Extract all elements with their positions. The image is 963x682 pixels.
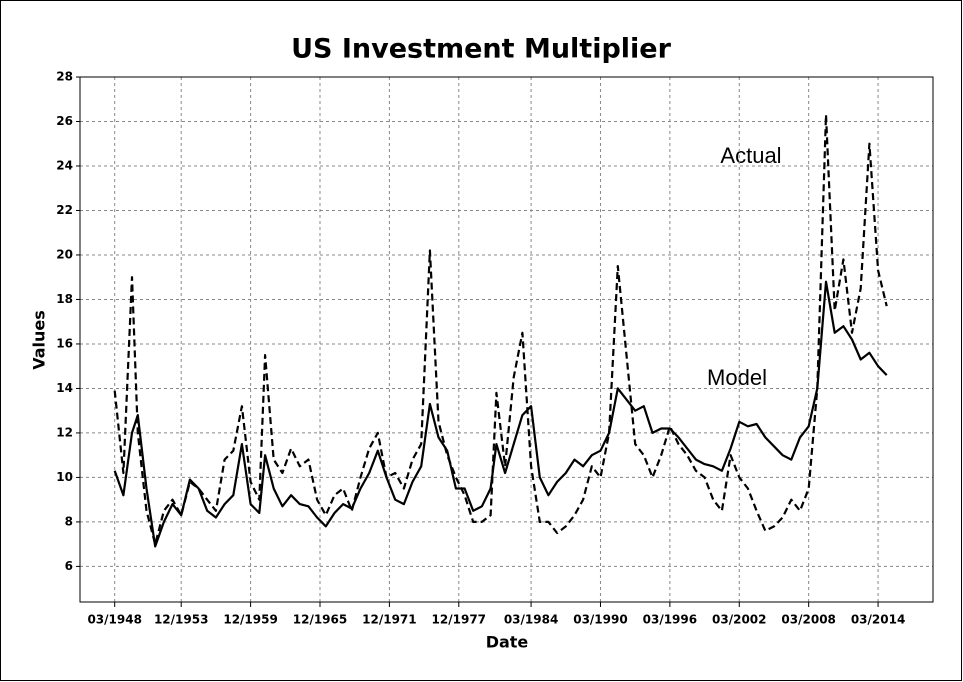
- x-tick-label: 03/1990: [573, 613, 627, 627]
- x-tick-label: 03/1996: [643, 613, 697, 627]
- y-tick-label: 24: [56, 158, 73, 172]
- line-series: [113, 280, 888, 548]
- x-tick-label: 12/1959: [223, 613, 277, 627]
- y-tick-label: 10: [56, 470, 73, 484]
- y-tick-label: 22: [56, 203, 73, 217]
- x-tick-label: 03/1984: [504, 613, 558, 627]
- x-tick-label: 03/1948: [87, 613, 141, 627]
- y-tick-label: 16: [56, 336, 73, 350]
- annotation: Model: [707, 365, 767, 390]
- chart-title: US Investment Multiplier: [291, 34, 672, 65]
- x-tick-label: 03/2002: [712, 613, 766, 627]
- x-tick-label: 12/1965: [293, 613, 347, 627]
- x-tick-label: 12/1953: [154, 613, 208, 627]
- y-tick-label: 14: [56, 381, 73, 395]
- x-tick-label: 12/1971: [362, 613, 416, 627]
- y-tick-label: 8: [65, 514, 73, 528]
- x-axis-label: Date: [486, 633, 529, 652]
- x-tick-label: 03/2008: [781, 613, 835, 627]
- annotation: Actual: [720, 143, 781, 168]
- y-tick-label: 6: [65, 559, 73, 573]
- plot-area: [79, 76, 934, 603]
- y-axis-label: Values: [30, 310, 49, 370]
- x-tick-label: 12/1977: [432, 613, 486, 627]
- y-tick-label: 18: [56, 292, 73, 306]
- y-tick-label: 28: [56, 70, 73, 84]
- y-tick-label: 26: [56, 114, 73, 128]
- line-series: [113, 113, 888, 546]
- y-tick-label: 20: [56, 247, 73, 261]
- x-tick-label: 03/2014: [851, 613, 905, 627]
- y-tick-label: 12: [56, 425, 73, 439]
